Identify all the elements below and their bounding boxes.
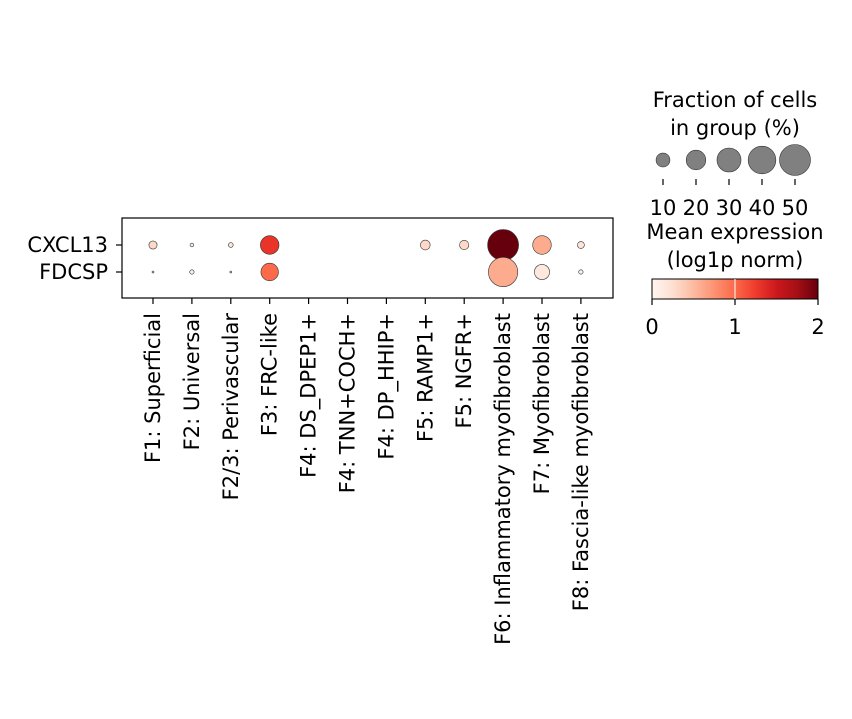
dot-cxcl13-3 [260, 235, 280, 255]
size-legend-dot [779, 144, 811, 176]
size-legend: Fraction of cells in group (%) 10 20 30 40 5… [650, 88, 818, 220]
gene-label: CXCL13 [27, 233, 108, 257]
dot-fdcsp-3 [260, 262, 279, 282]
plot-frame [121, 217, 614, 299]
size-legend-tick-label: 30 [716, 196, 743, 220]
colorbar-tick-label: 0 [645, 315, 658, 339]
gene-label: FDCSP [39, 260, 108, 284]
group-label: F1: Superficial [141, 313, 165, 463]
size-legend-dot [685, 149, 707, 171]
colorbar-tick-label: 1 [728, 315, 741, 339]
group-label: F5: NGFR+ [452, 313, 476, 428]
size-legend-items: 10 20 30 40 50 [650, 144, 811, 220]
size-legend-tick-label: 10 [650, 196, 677, 220]
group-label: F4: DS_DPEP1+ [297, 313, 322, 478]
dot-cxcl13-11 [577, 241, 585, 249]
size-legend-dot [655, 152, 671, 168]
dot-cxcl13-0 [148, 240, 158, 250]
dot-cxcl13-8 [459, 240, 470, 250]
group-label: F6: Inflammatory myofibroblast [491, 313, 515, 645]
dot-cxcl13-1 [189, 242, 195, 248]
dot-fdcsp-1 [189, 269, 195, 275]
group-label: F5: RAMP1+ [413, 313, 437, 442]
dot-cxcl13-2 [228, 242, 234, 248]
color-legend-title-line-2: (log1p norm) [667, 248, 804, 272]
dot-cxcl13-9 [487, 229, 519, 261]
size-legend-dot [747, 145, 777, 175]
color-legend-title-line-1: Mean expression [646, 220, 823, 244]
group-label: F2: Universal [180, 313, 204, 450]
colorbar-ticks: 0 1 2 [645, 279, 825, 339]
group-label: F7: Myofibroblast [530, 313, 554, 494]
size-legend-tick-label: 20 [683, 196, 710, 220]
dot-fdcsp-2 [229, 270, 233, 274]
group-label: F4: TNN+COCH+ [336, 313, 360, 493]
size-legend-title-line-2: in group (%) [670, 116, 800, 140]
group-label-layer: F1: Superficial F2: Universal F2/3: Periva… [141, 298, 593, 645]
size-legend-tick-label: 50 [782, 196, 809, 220]
group-label: F2/3: Perivascular [219, 313, 243, 501]
gene-label-layer: CXCL13 FDCSP [27, 233, 122, 284]
size-legend-title-line-1: Fraction of cells [653, 88, 818, 112]
dot-fdcsp-10 [534, 264, 550, 280]
dot-cxcl13-7 [420, 239, 431, 251]
group-label: F8: Fascia-like myofibroblast [569, 313, 593, 611]
colorbar-tick-label: 2 [811, 315, 824, 339]
dot-layer [148, 229, 585, 287]
dot-fdcsp-11 [578, 269, 584, 275]
dot-fdcsp-0 [151, 270, 155, 274]
size-legend-tick-label: 40 [749, 196, 776, 220]
dot-fdcsp-9 [488, 256, 519, 287]
color-legend: Mean expression (log1p norm) 0 1 2 [645, 220, 824, 339]
group-label: F4: DP_HHIP+ [374, 313, 399, 460]
dot-cxcl13-10 [532, 235, 552, 255]
group-label: F3: FRC-like [258, 313, 282, 436]
size-legend-dot [716, 147, 742, 173]
